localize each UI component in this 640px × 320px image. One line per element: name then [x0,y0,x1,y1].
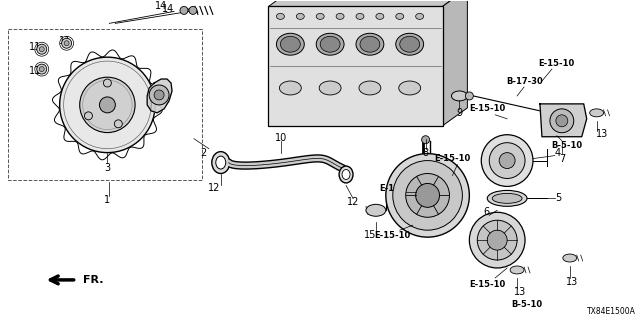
Ellipse shape [280,36,300,52]
Text: 1: 1 [104,195,111,205]
Ellipse shape [276,33,304,55]
Circle shape [149,85,169,105]
Text: 3: 3 [104,163,111,172]
Text: 15: 15 [364,230,376,240]
Ellipse shape [563,254,577,262]
Ellipse shape [487,190,527,206]
Polygon shape [540,104,587,137]
Circle shape [556,115,568,127]
Circle shape [386,154,469,237]
Text: B-5-10: B-5-10 [511,300,543,309]
Ellipse shape [415,13,424,20]
Circle shape [180,6,188,14]
Circle shape [154,90,164,100]
Ellipse shape [451,91,467,101]
Circle shape [80,77,135,132]
Text: 8: 8 [422,148,429,158]
Text: E-15-10: E-15-10 [380,184,416,193]
Ellipse shape [320,36,340,52]
Text: 4: 4 [555,148,561,158]
Ellipse shape [316,13,324,20]
Ellipse shape [356,33,384,55]
Ellipse shape [400,36,420,52]
Bar [269,6,442,126]
Ellipse shape [492,193,522,203]
Circle shape [115,120,122,128]
Text: 14: 14 [162,4,174,14]
Circle shape [481,135,533,187]
Text: FR.: FR. [83,275,104,285]
Circle shape [487,230,507,250]
Ellipse shape [336,13,344,20]
Ellipse shape [342,170,350,180]
Ellipse shape [296,13,304,20]
Text: 12: 12 [207,183,220,193]
Circle shape [393,161,462,230]
Circle shape [422,136,429,144]
Ellipse shape [280,81,301,95]
Ellipse shape [356,13,364,20]
Bar [8,29,202,180]
Circle shape [489,143,525,179]
Ellipse shape [359,81,381,95]
Circle shape [84,112,92,120]
Circle shape [36,64,47,74]
Text: 13: 13 [514,287,526,297]
Text: 11: 11 [29,42,41,52]
Circle shape [64,41,69,46]
Circle shape [104,79,111,87]
Ellipse shape [276,13,284,20]
Text: 13: 13 [566,277,578,287]
Ellipse shape [319,81,341,95]
Text: 11: 11 [29,66,41,76]
Text: E-15-10: E-15-10 [435,154,470,163]
Text: 6: 6 [483,207,489,217]
Ellipse shape [216,156,226,169]
Circle shape [189,6,197,14]
Text: 2: 2 [201,148,207,158]
Text: TX84E1500A: TX84E1500A [587,307,636,316]
Ellipse shape [396,33,424,55]
Text: E-15-10: E-15-10 [539,59,575,68]
Ellipse shape [366,204,386,216]
Circle shape [99,97,115,113]
Circle shape [406,173,449,217]
Ellipse shape [510,266,524,274]
Text: B-5-10: B-5-10 [551,141,582,150]
Text: 13: 13 [595,129,608,139]
Ellipse shape [316,33,344,55]
Ellipse shape [339,166,353,183]
Polygon shape [147,79,172,113]
Text: B-17-30: B-17-30 [507,76,543,85]
Text: 12: 12 [347,197,359,207]
Text: E-15-10: E-15-10 [469,280,506,289]
Text: 11: 11 [58,36,71,46]
Ellipse shape [376,13,384,20]
Circle shape [60,57,155,153]
Text: 9: 9 [456,108,463,118]
Text: E-15-10: E-15-10 [374,231,411,240]
Ellipse shape [465,92,474,100]
Text: E-15-10: E-15-10 [469,104,506,113]
Circle shape [499,153,515,169]
Text: 7: 7 [559,154,565,164]
Ellipse shape [360,36,380,52]
Circle shape [415,183,440,207]
Ellipse shape [399,81,420,95]
Circle shape [477,220,517,260]
Polygon shape [442,0,467,126]
Circle shape [36,44,47,54]
Ellipse shape [589,109,604,117]
Circle shape [550,109,574,133]
Circle shape [469,212,525,268]
Text: 5: 5 [555,193,561,204]
Ellipse shape [396,13,404,20]
Circle shape [61,38,72,48]
Circle shape [39,47,44,52]
Text: 10: 10 [275,133,287,143]
Text: 14: 14 [155,2,167,12]
Ellipse shape [212,152,230,173]
Polygon shape [269,0,467,6]
Circle shape [39,67,44,72]
